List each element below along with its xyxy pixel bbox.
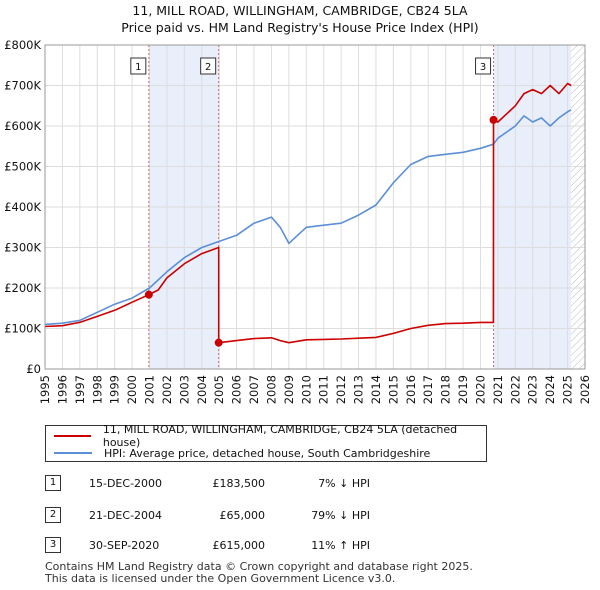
chart-subtitle: Price paid vs. HM Land Registry's House … [121, 20, 479, 35]
sale-marker-label-2: 2 [205, 62, 211, 73]
y-tick-label: £300K [4, 241, 41, 255]
x-tick-label: 2003 [177, 375, 191, 404]
y-tick-label: £100K [4, 322, 41, 336]
x-tick-label: 2026 [578, 375, 592, 404]
x-tick-label: 2002 [160, 375, 174, 404]
x-tick-label: 2006 [230, 375, 244, 404]
x-tick-label: 2016 [404, 375, 418, 404]
x-tick-label: 2004 [195, 375, 209, 404]
sale-price: £615,000 [212, 539, 266, 552]
legend: 11, MILL ROAD, WILLINGHAM, CAMBRIDGE, CB… [45, 423, 487, 462]
x-tick-label: 2000 [125, 375, 139, 404]
sale-hpi-diff: 7% ↓ HPI [318, 477, 370, 490]
x-tick-label: 2022 [508, 375, 522, 404]
legend-property-swatch [54, 435, 91, 437]
plot-border [44, 44, 586, 370]
property-price-line [44, 82, 572, 344]
sale-date: 21-DEC-2004 [89, 509, 163, 522]
sale-point-2 [214, 338, 223, 347]
y-tick-label: £700K [4, 79, 41, 93]
x-tick-label: 2015 [386, 375, 400, 404]
sale-marker-label-1: 1 [135, 62, 141, 73]
y-tick-label: £0 [26, 362, 41, 376]
sale-date: 15-DEC-2000 [89, 477, 163, 490]
sale-point-3 [489, 115, 498, 124]
x-tick-label: 2019 [456, 375, 470, 404]
sale-marker-box-2 [200, 57, 217, 75]
sale-number: 1 [45, 475, 61, 491]
x-tick-label: 2017 [421, 375, 435, 404]
sale-price: £183,500 [212, 477, 266, 490]
x-tick-label: 2025 [561, 375, 575, 404]
y-tick-label: £800K [4, 38, 41, 52]
x-tick-label: 1996 [55, 375, 69, 404]
sale-row-3: 3 30-SEP-2020 £615,000 11% ↑ HPI [0, 537, 600, 557]
footer-licence: This data is licensed under the Open Gov… [45, 572, 396, 585]
x-tick-label: 2001 [143, 375, 157, 404]
x-tick-label: 2009 [282, 375, 296, 404]
x-tick-label: 2005 [212, 375, 226, 404]
sale-number: 2 [45, 507, 61, 523]
x-tick-label: 2012 [334, 375, 348, 404]
sale-row-2: 2 21-DEC-2004 £65,000 79% ↓ HPI [0, 507, 600, 527]
y-tick-label: £400K [4, 200, 41, 214]
hpi-line [44, 109, 572, 326]
x-tick-label: 1997 [73, 375, 87, 404]
sale-number: 3 [45, 537, 61, 553]
x-tick-label: 2021 [491, 375, 505, 404]
footer-copyright: Contains HM Land Registry data © Crown c… [45, 560, 473, 573]
x-tick-label: 2014 [369, 375, 383, 404]
legend-hpi-swatch [54, 452, 92, 454]
legend-property-label: 11, MILL ROAD, WILLINGHAM, CAMBRIDGE, CB… [102, 423, 458, 449]
legend-property: 11, MILL ROAD, WILLINGHAM, CAMBRIDGE, CB… [54, 423, 486, 449]
x-tick-label: 2024 [543, 375, 557, 404]
x-tick-label: 2008 [264, 375, 278, 404]
sale-row-1: 1 15-DEC-2000 £183,500 7% ↓ HPI [0, 475, 600, 495]
sale-hpi-diff: 79% ↓ HPI [311, 509, 370, 522]
x-tick-label: 1995 [38, 375, 52, 404]
sale-marker-box-3 [475, 57, 492, 75]
y-tick-label: £200K [4, 281, 41, 295]
legend-hpi-label: HPI: Average price, detached house, Sout… [104, 446, 431, 460]
chart-title: 11, MILL ROAD, WILLINGHAM, CAMBRIDGE, CB… [132, 3, 468, 18]
legend-hpi: HPI: Average price, detached house, Sout… [54, 445, 430, 461]
x-tick-label: 2020 [473, 375, 487, 404]
sale-point-1 [144, 290, 153, 299]
x-tick-label: 2011 [317, 375, 331, 404]
x-tick-label: 1999 [108, 375, 122, 404]
x-tick-label: 2018 [439, 375, 453, 404]
x-tick-label: 2023 [526, 375, 540, 404]
x-tick-label: 1998 [90, 375, 104, 404]
x-tick-label: 2013 [352, 375, 366, 404]
sale-date: 30-SEP-2020 [89, 539, 160, 552]
x-tick-label: 2007 [247, 375, 261, 404]
sale-marker-label-3: 3 [480, 62, 486, 73]
sale-marker-box-1 [130, 57, 147, 75]
sale-hpi-diff: 11% ↑ HPI [311, 539, 370, 552]
price-chart: £0 £100K £200K £300K £400K £500K £600K £700K £80… [4, 38, 592, 404]
y-tick-label: £600K [4, 119, 41, 133]
sale-price: £65,000 [219, 509, 266, 522]
y-tick-label: £500K [4, 160, 41, 174]
x-tick-label: 2010 [299, 375, 313, 404]
